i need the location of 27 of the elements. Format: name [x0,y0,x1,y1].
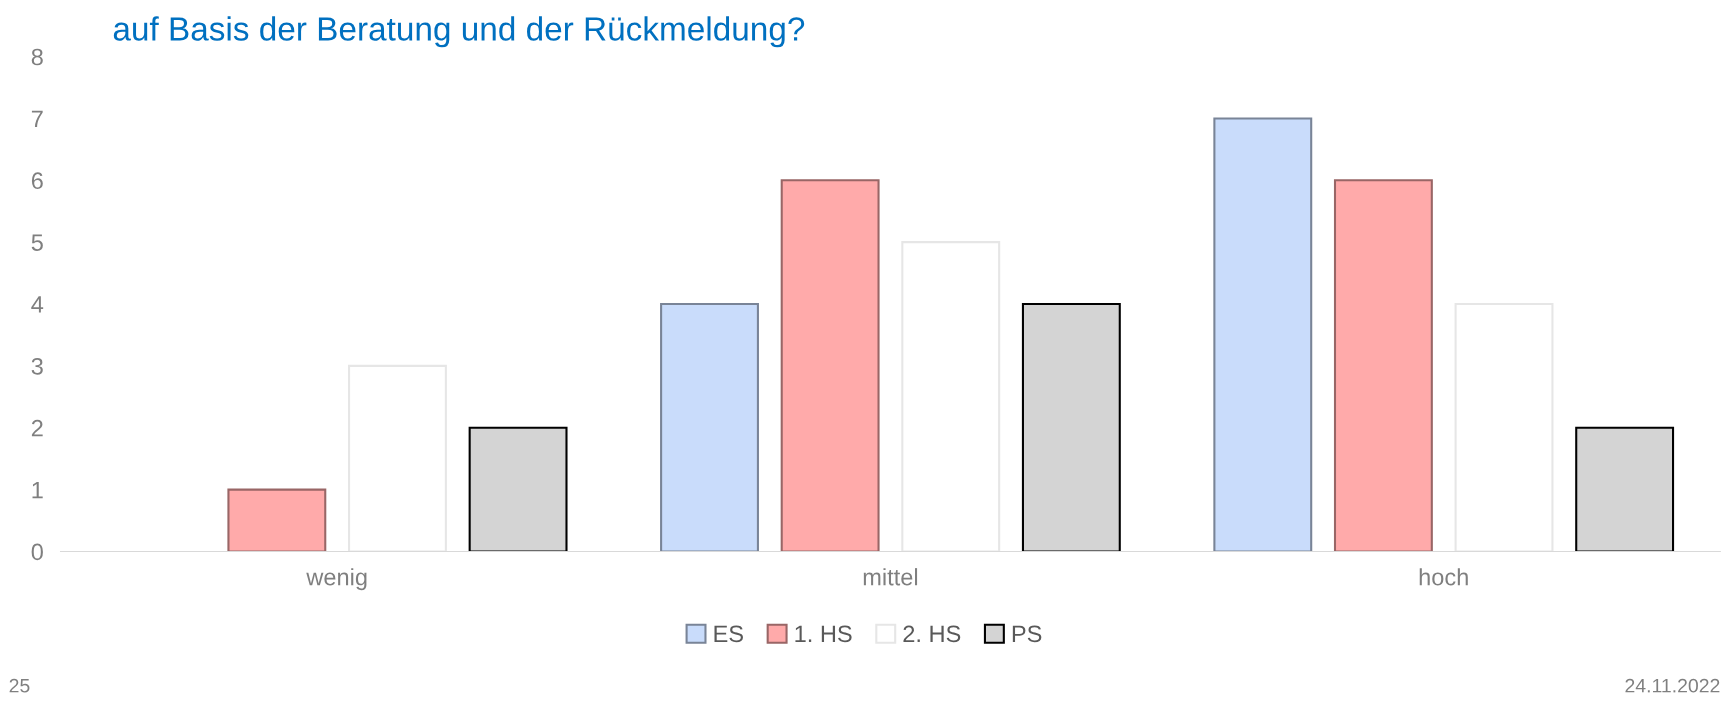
bar [1333,179,1433,552]
text: 25 [9,678,30,693]
y-tick-label: 7 [31,110,43,127]
chart-title: auf Basis der Beratung und der Rückmeldung? [113,16,805,48]
bar [660,302,759,552]
legend-label: PS [1012,625,1042,643]
bar [348,364,447,552]
y-tick-label: 8 [31,48,43,66]
text: 24.11.2022 [1625,678,1720,693]
bar [901,241,1001,552]
x-tick-label: hoch [1419,568,1468,586]
y-tick-label: 2 [31,419,43,437]
bar [780,179,880,552]
bar [227,488,327,552]
legend-label: 1. HS [795,625,852,643]
x-tick-label: wenig [306,568,367,591]
bar [1213,117,1313,552]
legend-label: 2. HS [903,625,961,643]
y-tick-label: 1 [32,481,43,499]
y-tick-label: 5 [31,234,43,251]
y-tick-label: 0 [31,543,43,561]
bar [1454,302,1554,552]
y-tick-label: 6 [31,172,43,190]
legend-label: ES [714,625,743,643]
x-tick-label: mittel [863,568,918,586]
y-tick-label: 3 [31,357,43,375]
y-tick-label: 4 [31,296,44,313]
